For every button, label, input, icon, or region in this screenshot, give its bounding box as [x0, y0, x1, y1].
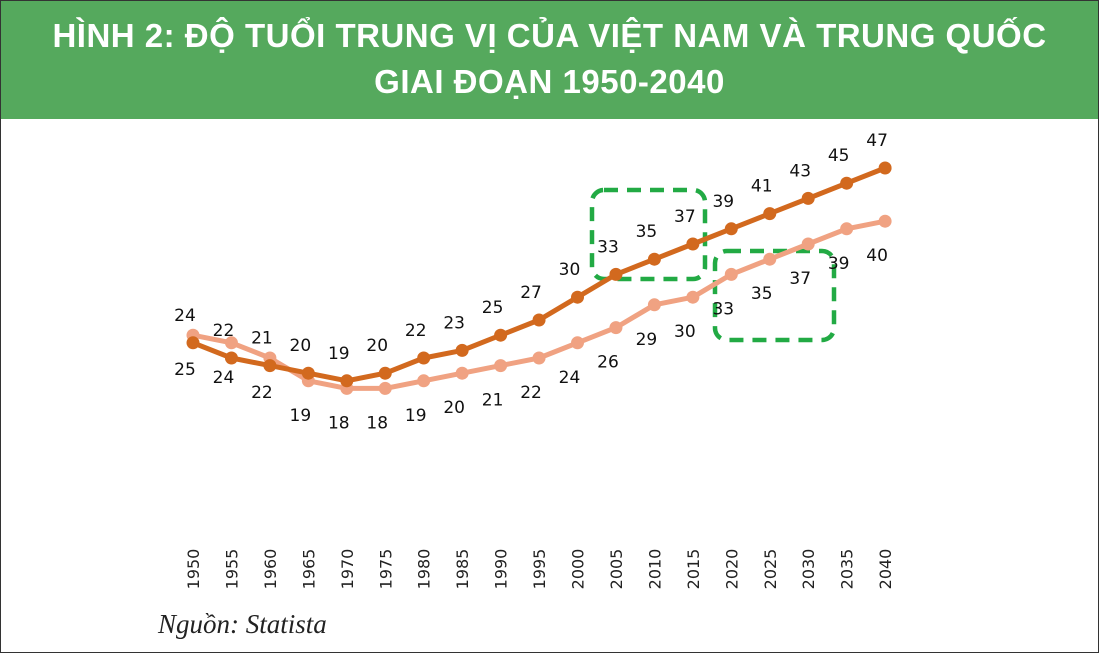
title-line-1: HÌNH 2: ĐỘ TUỔI TRUNG VỊ CỦA VIỆT NAM VÀ… [52, 17, 1047, 54]
data-label: 21 [482, 391, 504, 411]
data-point [571, 336, 584, 350]
highlight-box [589, 187, 708, 282]
data-label: 20 [290, 336, 312, 356]
data-point [801, 191, 815, 205]
data-label: 22 [251, 383, 273, 403]
data-point [724, 222, 738, 236]
data-point [532, 351, 546, 365]
title-line-2: GIAI ĐOẠN 1950-2040 [374, 63, 725, 100]
data-label: 24 [174, 306, 196, 326]
data-label: 19 [405, 406, 427, 426]
data-label: 30 [559, 260, 581, 280]
data-label: 40 [866, 246, 888, 266]
data-label: 45 [828, 146, 850, 166]
x-tick-label: 2025 [761, 549, 780, 590]
x-tick-label: 1955 [222, 549, 241, 590]
data-point [724, 267, 738, 281]
x-tick-label: 2035 [838, 549, 857, 590]
data-point [340, 374, 354, 388]
source-note: Nguồn: Statista [158, 609, 327, 639]
data-point [686, 237, 700, 251]
data-point [417, 351, 431, 365]
data-point [763, 252, 777, 266]
data-label: 22 [520, 383, 542, 403]
data-point [263, 359, 277, 373]
data-point [609, 321, 623, 335]
x-tick-label: 2020 [722, 549, 741, 590]
data-point [763, 207, 777, 221]
data-point [686, 290, 700, 304]
x-tick-label: 1950 [184, 549, 203, 590]
data-label: 43 [789, 161, 811, 181]
data-point [647, 298, 661, 312]
data-point [224, 351, 238, 365]
x-tick-label: 2010 [645, 549, 664, 590]
data-label: 33 [712, 299, 734, 319]
data-label: 37 [789, 269, 811, 289]
data-point [532, 313, 546, 327]
data-label: 18 [366, 413, 388, 433]
data-label: 27 [520, 283, 542, 303]
data-label: 22 [213, 321, 235, 341]
data-label: 33 [597, 237, 619, 257]
data-label: 24 [213, 368, 235, 388]
data-label: 25 [482, 298, 504, 318]
data-point [224, 336, 238, 350]
data-label: 37 [674, 207, 696, 227]
data-label: 30 [674, 322, 696, 342]
x-tick-label: 1970 [338, 549, 357, 590]
x-tick-label: 1980 [415, 549, 434, 590]
data-label: 35 [751, 284, 773, 304]
x-tick-label: 2015 [684, 549, 703, 590]
data-point [571, 290, 584, 304]
x-tick-label: 2040 [876, 549, 895, 590]
x-tick-label: 2000 [569, 549, 588, 590]
data-label: 25 [174, 360, 196, 380]
data-label: 19 [290, 406, 312, 426]
data-point [417, 374, 431, 388]
x-tick-label: 1960 [261, 549, 280, 590]
x-tick-label: 1975 [376, 549, 395, 590]
x-tick-label: 1965 [299, 549, 318, 590]
data-label: 20 [366, 336, 388, 356]
x-tick-label: 1985 [453, 549, 472, 590]
data-label: 22 [405, 321, 427, 341]
chart-title: HÌNH 2: ĐỘ TUỔI TRUNG VỊ CỦA VIỆT NAM VÀ… [1, 1, 1098, 119]
data-point [609, 267, 623, 281]
data-label: 19 [328, 344, 350, 364]
data-label: 23 [443, 313, 465, 333]
data-label: 20 [443, 398, 465, 418]
data-point [455, 366, 469, 380]
data-point [878, 161, 892, 175]
data-label: 41 [751, 177, 773, 197]
data-label: 29 [636, 330, 658, 350]
data-label: 24 [559, 368, 581, 388]
data-point [878, 214, 892, 228]
data-point [455, 343, 469, 357]
data-point [494, 359, 508, 373]
data-point [494, 328, 508, 342]
data-label: 47 [866, 131, 888, 151]
data-label: 21 [251, 329, 273, 349]
x-tick-label: 2030 [799, 549, 818, 590]
data-point [647, 252, 661, 266]
x-tick-label: 2005 [607, 549, 626, 590]
data-label: 39 [712, 192, 734, 212]
data-point [301, 366, 315, 380]
data-point [840, 222, 854, 236]
data-point [801, 237, 815, 251]
data-label: 39 [828, 254, 850, 274]
highlight-box [712, 248, 837, 343]
data-point [840, 176, 854, 190]
data-label: 26 [597, 353, 619, 373]
data-point [378, 366, 392, 380]
data-label: 18 [328, 413, 350, 433]
data-point [378, 381, 392, 395]
data-label: 35 [636, 222, 658, 242]
data-point [186, 336, 200, 350]
x-tick-label: 1990 [492, 549, 511, 590]
x-tick-label: 1995 [530, 549, 549, 590]
